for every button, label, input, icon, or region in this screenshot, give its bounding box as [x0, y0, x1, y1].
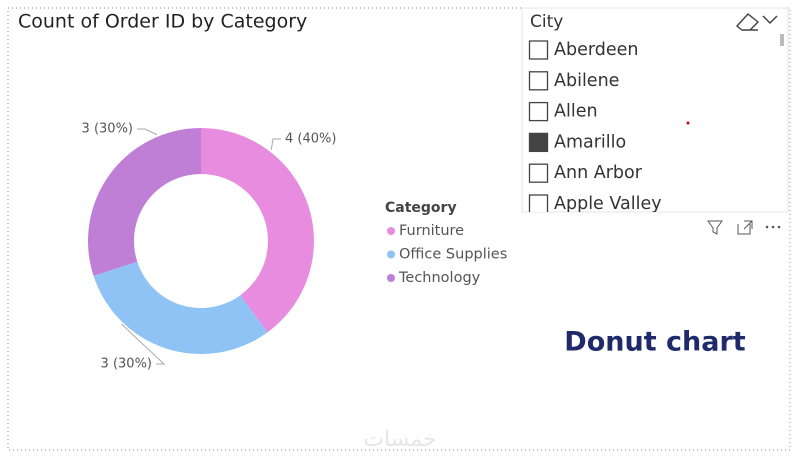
more-icon[interactable]	[765, 225, 781, 229]
chart-title: Count of Order ID by Category	[18, 11, 307, 33]
data-label: 3 (30%)	[101, 357, 152, 372]
checkbox[interactable]	[528, 101, 549, 122]
slicer-item-label[interactable]: Apple Valley	[554, 194, 662, 214]
legend-title: Category	[385, 200, 457, 216]
scrollbar[interactable]	[780, 34, 784, 46]
annotation: Donut chart	[564, 327, 745, 358]
cursor-dot	[686, 121, 690, 125]
slicer-item-label[interactable]: Amarillo	[554, 132, 626, 152]
donut-slice	[88, 128, 201, 276]
slicer-item-label[interactable]: Abilene	[554, 71, 619, 91]
slicer-item-label[interactable]: Allen	[554, 102, 598, 122]
slicer	[521, 7, 789, 213]
slicer-item-label[interactable]: Aberdeen	[554, 40, 638, 60]
eraser-icon[interactable]	[735, 13, 760, 31]
donut-slice	[93, 261, 268, 354]
legend-label: Furniture	[399, 223, 464, 239]
chevron-icon[interactable]	[762, 15, 778, 25]
legend-marker	[387, 227, 395, 235]
filter-icon[interactable]	[707, 220, 723, 235]
data-label: 4 (40%)	[285, 132, 336, 147]
leader-line	[270, 138, 281, 150]
checkbox[interactable]	[528, 71, 549, 91]
legend-label: Office Supplies	[399, 247, 507, 263]
legend-marker	[387, 274, 395, 282]
leader-line	[137, 128, 158, 136]
donut-slice	[201, 128, 314, 333]
legend-label: Technology	[398, 270, 481, 286]
checkbox[interactable]	[528, 194, 549, 213]
checkbox[interactable]	[528, 163, 549, 183]
data-label: 3 (30%)	[82, 122, 133, 137]
leader-line	[121, 323, 166, 365]
legend-marker	[387, 250, 395, 259]
focus-icon[interactable]	[737, 220, 753, 235]
slicer-title: City	[530, 12, 563, 32]
checkbox[interactable]	[528, 132, 549, 153]
watermark: خمسات	[363, 427, 436, 452]
checkbox[interactable]	[528, 40, 549, 60]
slicer-item-label[interactable]: Ann Arbor	[554, 163, 643, 183]
